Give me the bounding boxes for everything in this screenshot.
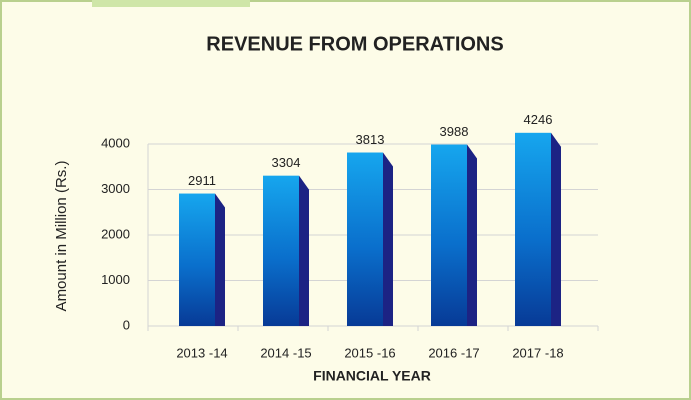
value-label: 3813 — [356, 132, 385, 147]
panel-tab — [92, 0, 250, 7]
bar — [179, 193, 215, 326]
bar — [347, 152, 383, 326]
x-tick-label: 2016 -17 — [428, 345, 479, 360]
bar — [263, 175, 299, 326]
bar-side — [299, 175, 309, 326]
value-label: 3304 — [272, 155, 301, 170]
x-tick-label: 2014 -15 — [260, 345, 311, 360]
value-label: 4246 — [524, 112, 553, 127]
bar — [515, 132, 551, 326]
y-axis-title: Amount in Million (Rs.) — [53, 161, 70, 312]
chart-title: REVENUE FROM OPERATIONS — [206, 33, 503, 55]
bar — [431, 144, 467, 326]
value-label: 2911 — [188, 173, 216, 188]
y-tick-label: 4000 — [101, 135, 130, 150]
x-tick-label: 2013 -14 — [176, 345, 227, 360]
value-label: 3988 — [440, 124, 469, 139]
y-tick-label: 0 — [123, 317, 130, 332]
x-axis-title: FINANCIAL YEAR — [313, 368, 431, 384]
y-tick-label: 1000 — [101, 272, 130, 287]
bar-side — [551, 132, 561, 326]
bar-side — [383, 152, 393, 326]
y-tick-label: 2000 — [101, 226, 130, 241]
x-tick-label: 2015 -16 — [344, 345, 395, 360]
bar-side — [215, 193, 225, 326]
y-tick-label: 3000 — [101, 181, 130, 196]
x-tick-label: 2017 -18 — [512, 345, 563, 360]
bar-side — [467, 144, 477, 326]
